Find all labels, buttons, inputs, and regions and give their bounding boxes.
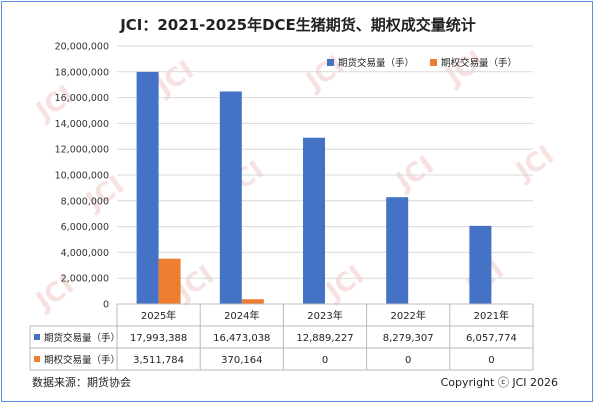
data-source-note: 数据来源：期货协会: [32, 376, 131, 389]
data-label-options-4: 0: [488, 355, 494, 366]
copyright-note: Copyright ⓒ JCI 2026: [440, 376, 558, 389]
y-tick-label: 14,000,000: [55, 119, 109, 130]
data-label-options-3: 0: [405, 355, 411, 366]
x-category-label: 2023年: [307, 309, 342, 322]
y-tick-label: 2,000,000: [61, 274, 109, 285]
y-tick-label: 20,000,000: [55, 42, 109, 53]
y-tick-label: 18,000,000: [55, 67, 109, 78]
x-category-label: 2022年: [390, 309, 425, 322]
x-category-label: 2025年: [141, 309, 176, 322]
y-tick-label: 16,000,000: [55, 93, 109, 104]
legend-label-0: 期货交易量（手）: [338, 57, 414, 69]
data-label-futures-3: 8,279,307: [383, 333, 434, 344]
watermark-text: JCI: [439, 45, 489, 93]
table-row-swatch-0: [34, 334, 40, 340]
legend-label-1: 期权交易量（手）: [441, 57, 517, 69]
y-tick-label: 8,000,000: [61, 196, 109, 207]
y-tick-label: 0: [103, 300, 109, 311]
data-label-options-0: 3,511,784: [133, 355, 184, 366]
chart-title: JCI：2021-2025年DCE生猪期货、期权成交量统计: [120, 16, 476, 34]
watermark-text: JCI: [509, 140, 559, 188]
data-label-futures-0: 17,993,388: [130, 333, 187, 344]
bar-options-1: [241, 299, 264, 304]
legend-swatch-1: [430, 59, 437, 66]
x-category-label: 2021年: [474, 309, 509, 322]
y-tick-label: 4,000,000: [61, 248, 109, 259]
watermark-text: JCI: [389, 150, 439, 198]
table-row-label-1: 期权交易量（手）: [44, 354, 120, 366]
bar-futures-1: [219, 91, 242, 305]
y-tick-label: 12,000,000: [55, 145, 109, 156]
table-row-label-0: 期货交易量（手）: [44, 332, 120, 344]
y-tick-label: 10,000,000: [55, 171, 109, 182]
bar-options-0: [158, 258, 181, 304]
table-row-swatch-1: [34, 356, 40, 362]
bar-futures-2: [303, 137, 325, 304]
data-label-options-1: 370,164: [221, 355, 262, 366]
data-label-futures-4: 6,057,774: [466, 333, 517, 344]
watermark-text: JCI: [319, 260, 369, 308]
y-tick-label: 6,000,000: [61, 222, 109, 233]
x-category-label: 2024年: [224, 309, 259, 322]
bar-futures-3: [386, 197, 409, 304]
data-label-futures-2: 12,889,227: [296, 333, 353, 344]
bar-futures-0: [136, 71, 159, 305]
data-label-futures-1: 16,473,038: [213, 333, 270, 344]
data-label-options-2: 0: [322, 355, 328, 366]
bar-futures-4: [469, 225, 492, 304]
legend-swatch-0: [327, 59, 334, 66]
